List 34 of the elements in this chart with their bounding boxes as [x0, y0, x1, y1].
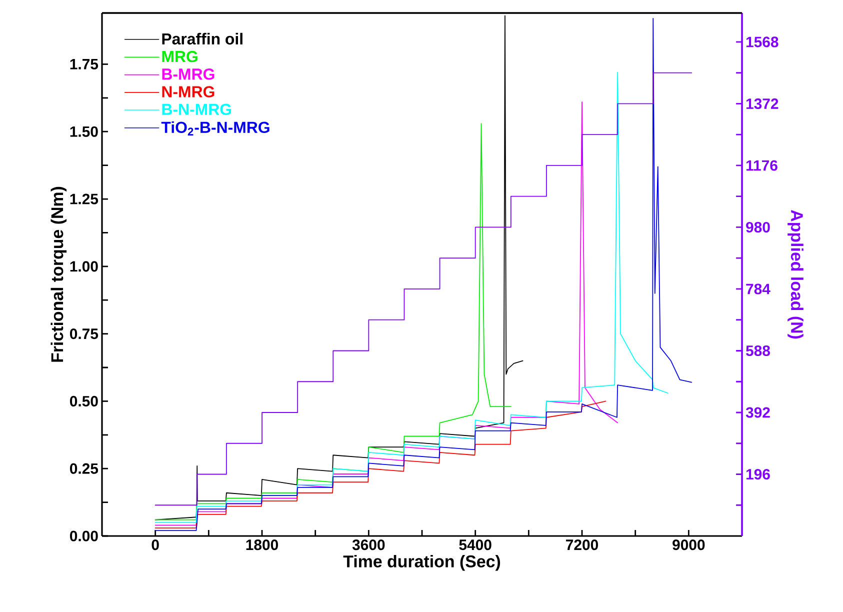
y-tick-label: 1.50: [70, 126, 98, 137]
y2-tick-label: 196: [746, 468, 770, 480]
y-tick-label: 0.25: [70, 463, 98, 474]
y-axis-title: Frictional torque (Nm): [50, 186, 67, 362]
y-tick-label: 1.00: [70, 261, 98, 272]
y2-tick-label: 588: [746, 345, 770, 356]
x-axis-title: Time duration (Sec): [343, 554, 500, 571]
y2-axis-title: Applied load (N): [788, 210, 804, 339]
line-series: [154, 123, 512, 520]
x-tick-label: 1800: [246, 540, 278, 550]
legend-label: N-MRG: [162, 86, 214, 98]
y2-tick-label: 1568: [746, 36, 778, 48]
y2-tick-label: 1372: [746, 98, 778, 110]
line-series: [154, 18, 692, 532]
x-tick-label: 7200: [566, 540, 598, 550]
y-tick-label: 0.75: [70, 328, 98, 340]
y2-tick-label: 392: [746, 407, 770, 418]
x-tick-label: 0: [152, 540, 159, 550]
x-tick-label: 9000: [672, 540, 705, 550]
legend-label: MRG: [162, 50, 198, 62]
line-series: [154, 400, 606, 528]
y2-tick-label: 1176: [746, 160, 778, 171]
legend-label: B-N-MRG: [162, 104, 232, 115]
x-tick-label: 3600: [352, 540, 385, 550]
y-tick-label: 0.00: [70, 530, 98, 542]
y-tick-label: 1.25: [70, 194, 98, 204]
x-tick-label: 5400: [459, 540, 492, 550]
y2-tick-label: 784: [746, 284, 770, 294]
legend-label: TiO$_{2}$-B-N-MRG: [161, 121, 270, 136]
y-tick-label: 0.50: [70, 396, 98, 406]
legend-label: B-MRG: [162, 68, 214, 80]
y2-tick-label: 980: [746, 222, 770, 233]
y-tick-label: 1.75: [70, 59, 98, 70]
legend-label: Paraffin oil: [162, 32, 242, 45]
